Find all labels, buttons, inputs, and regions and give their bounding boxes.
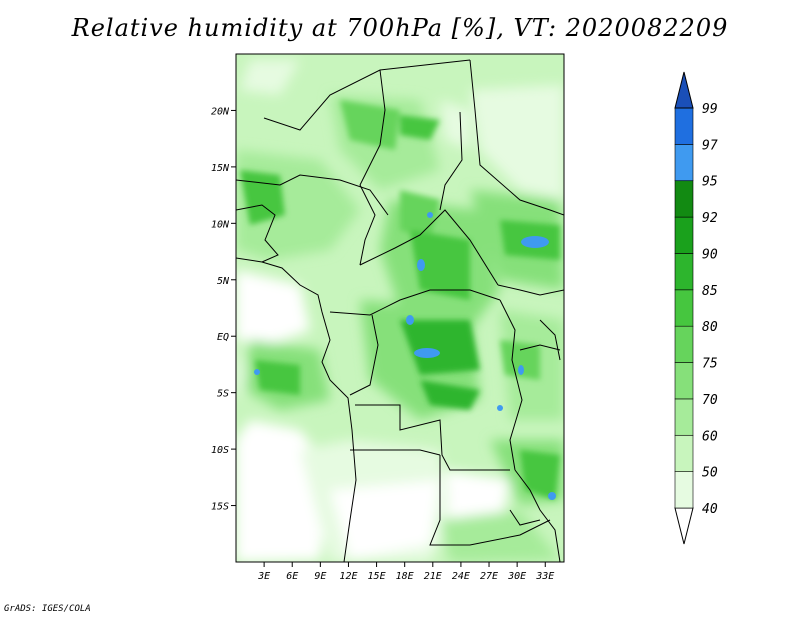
humidity-field xyxy=(236,54,564,562)
colorbar-segment xyxy=(674,398,694,436)
colorbar-level-label: 70 xyxy=(702,393,718,408)
colorbar-segment xyxy=(674,362,694,400)
lon-tick-label: 33E xyxy=(535,571,554,582)
lon-tick-label: 18E xyxy=(396,571,414,582)
lat-tick-label: 10N xyxy=(211,219,230,230)
lat-tick-label: 20N xyxy=(211,106,230,117)
lat-tick-label: EQ xyxy=(217,332,229,343)
lon-tick-label: 21E xyxy=(424,571,442,582)
lon-tick-label: 9E xyxy=(314,571,326,582)
colorbar-level-label: 60 xyxy=(702,429,718,444)
colorbar-segment xyxy=(674,471,694,509)
lon-tick-label: 15E xyxy=(368,571,386,582)
colorbar-segment xyxy=(674,144,694,182)
colorbar-segment xyxy=(674,180,694,218)
colorbar-level-label: 40 xyxy=(702,502,718,517)
colorbar-segment xyxy=(674,216,694,254)
colorbar-level-label: 80 xyxy=(702,320,718,335)
colorbar-level-label: 95 xyxy=(702,175,718,190)
colorbar-max-triangle xyxy=(674,71,694,109)
lon-tick-label: 12E xyxy=(339,571,357,582)
colorbar-level-label: 75 xyxy=(702,357,718,372)
colorbar-segment xyxy=(674,325,694,363)
map-frame xyxy=(235,53,565,563)
lon-tick-label: 24E xyxy=(452,571,470,582)
colorbar-segment xyxy=(674,107,694,145)
lat-tick-label: 5N xyxy=(217,276,230,287)
colorbar-level-label: 99 xyxy=(702,102,718,117)
colorbar: 40 50 60 70 75 80 85 90 92 95 97 99 xyxy=(674,71,718,545)
colorbar-level-label: 90 xyxy=(702,247,718,262)
colorbar-segment xyxy=(674,253,694,291)
colorbar-level-label: 85 xyxy=(702,284,718,299)
lon-tick-label: 27E xyxy=(480,571,498,582)
colorbar-segment xyxy=(674,289,694,327)
latitude-axis: 20N 15N 10N 5N EQ 5S 10S 15S xyxy=(211,106,236,513)
colorbar-level-label: 92 xyxy=(702,211,718,226)
lon-tick-label: 3E xyxy=(257,571,270,582)
colorbar-segment xyxy=(674,434,694,472)
chart-title: Relative humidity at 700hPa [%], VT: 202… xyxy=(71,14,729,42)
colorbar-level-label: 97 xyxy=(702,138,718,153)
lat-tick-label: 15N xyxy=(211,163,230,174)
lat-tick-label: 10S xyxy=(211,445,229,456)
lon-tick-label: 6E xyxy=(286,571,298,582)
colorbar-level-label: 50 xyxy=(702,466,718,481)
lat-tick-label: 5S xyxy=(217,389,229,400)
colorbar-min-triangle xyxy=(674,507,694,545)
lon-tick-label: 30E xyxy=(507,571,526,582)
grads-credit: GrADS: IGES/COLA xyxy=(4,604,91,614)
longitude-axis: 3E 6E 9E 12E 15E 18E 21E 24E 27E 30E 33E xyxy=(257,562,554,582)
lat-tick-label: 15S xyxy=(211,502,229,513)
